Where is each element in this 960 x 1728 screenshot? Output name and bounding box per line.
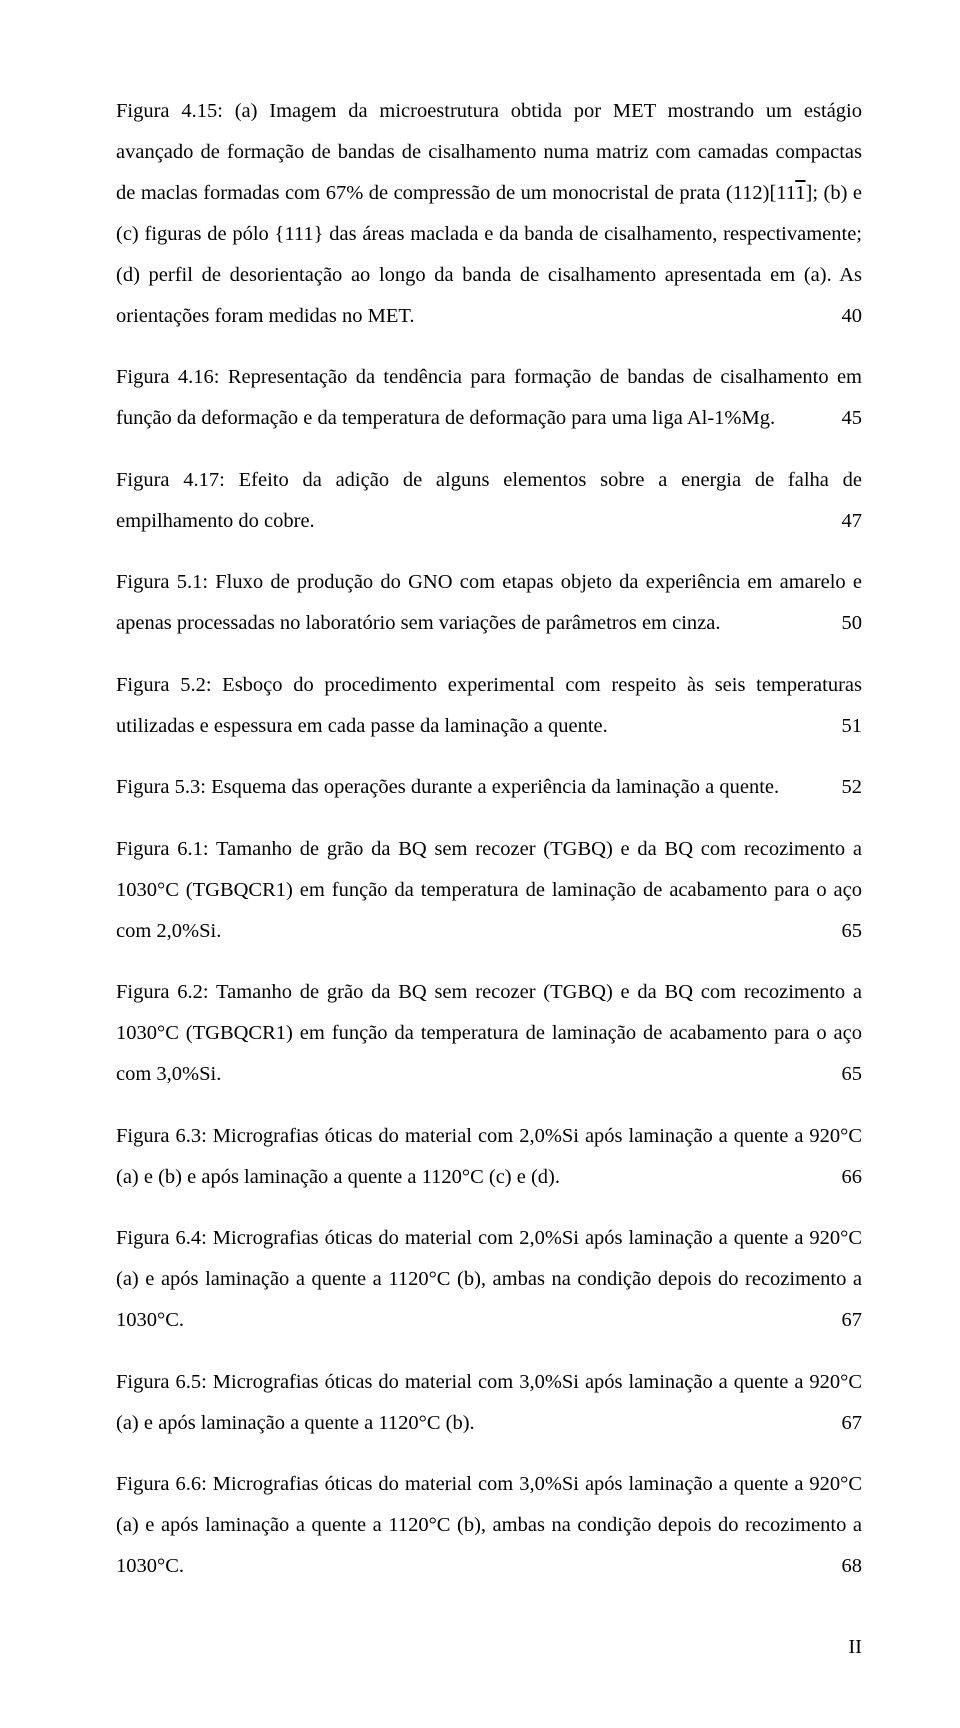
figure-label: Figura 4.15: [116,100,223,122]
figure-page: 50 [842,603,863,644]
figure-caption: Micrografias óticas do material com 3,0%… [116,1473,862,1577]
figure-label: Figura 6.1: [116,838,209,860]
overline-char: 1 [795,182,805,204]
figure-entry: Figura 4.16: Representação da tendência … [116,357,862,439]
figure-caption: Micrografias óticas do material com 2,0%… [116,1125,862,1188]
figure-label: Figura 5.2: [116,674,212,696]
figure-label: Figura 6.3: [116,1125,207,1147]
figure-label: Figura 5.1: [116,571,208,593]
figure-entry: Figura 4.15: (a) Imagem da microestrutur… [116,91,862,337]
figure-caption: Micrografias óticas do material com 2,0%… [116,1227,862,1331]
figure-caption: Efeito da adição de alguns elementos sob… [116,469,862,532]
figure-caption: Tamanho de grão da BQ sem recozer (TGBQ)… [116,838,862,942]
figure-entry: Figura 5.2: Esboço do procedimento exper… [116,665,862,747]
figure-caption: (a) Imagem da microestrutura obtida por … [116,100,862,327]
figure-label: Figura 5.3: [116,776,206,798]
figure-page: 52 [842,767,863,808]
figure-page: 47 [842,501,863,542]
figure-label: Figura 6.2: [116,981,209,1003]
figure-entry: Figura 5.3: Esquema das operações durant… [116,767,862,808]
figure-label: Figura 6.4: [116,1227,207,1249]
figure-caption: Esboço do procedimento experimental com … [116,674,862,737]
figure-entry: Figura 6.5: Micrografias óticas do mater… [116,1362,862,1444]
figure-page: 67 [842,1300,863,1341]
figure-page: 40 [842,296,863,337]
figure-list-container: Figura 4.15: (a) Imagem da microestrutur… [116,91,862,1588]
figure-label: Figura 6.6: [116,1473,207,1495]
figure-entry: Figura 6.1: Tamanho de grão da BQ sem re… [116,829,862,952]
figure-caption: Esquema das operações durante a experiên… [206,776,779,798]
caption-part: (a) Imagem da microestrutura obtida por … [116,100,862,204]
figure-caption: Tamanho de grão da BQ sem recozer (TGBQ)… [116,981,862,1085]
figure-entry: Figura 4.17: Efeito da adição de alguns … [116,460,862,542]
figure-page: 65 [842,1054,863,1095]
figure-caption: Representação da tendência para formação… [116,366,862,429]
figure-entry: Figura 6.2: Tamanho de grão da BQ sem re… [116,972,862,1095]
figure-page: 68 [842,1546,863,1587]
figure-page: 65 [842,911,863,952]
figure-page: 45 [842,398,863,439]
figure-page: 66 [842,1157,863,1198]
figure-caption: Fluxo de produção do GNO com etapas obje… [116,571,862,634]
figure-label: Figura 4.17: [116,469,225,491]
figure-caption: Micrografias óticas do material com 3,0%… [116,1371,862,1434]
figure-entry: Figura 6.4: Micrografias óticas do mater… [116,1218,862,1341]
figure-page: 67 [842,1403,863,1444]
figure-page: 51 [842,706,863,747]
figure-entry: Figura 6.3: Micrografias óticas do mater… [116,1116,862,1198]
figure-entry: Figura 6.6: Micrografias óticas do mater… [116,1464,862,1587]
figure-label: Figura 6.5: [116,1371,207,1393]
figure-entry: Figura 5.1: Fluxo de produção do GNO com… [116,562,862,644]
figure-label: Figura 4.16: [116,366,219,388]
